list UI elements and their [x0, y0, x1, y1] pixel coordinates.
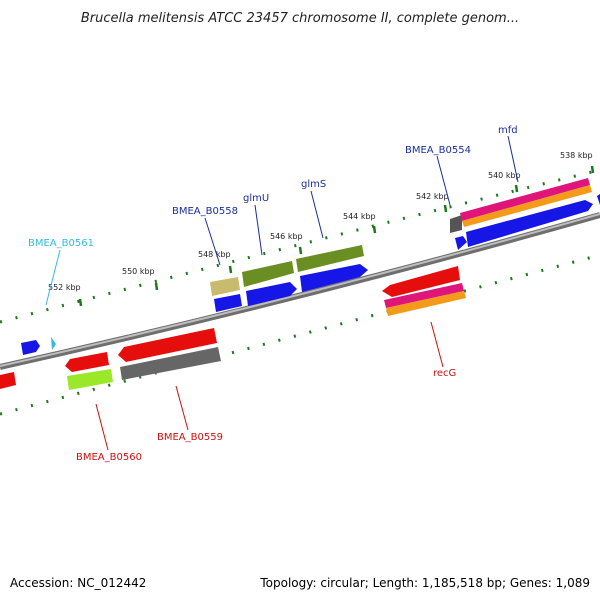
gene-label-connector — [95, 403, 109, 451]
gene-glmU-olive-arrow[interactable] — [242, 261, 294, 287]
gene-blue-right-edge-arrow[interactable] — [597, 194, 600, 205]
gene-label[interactable]: glmU — [243, 193, 269, 204]
gene-red-left-edge-arrow[interactable] — [0, 372, 16, 389]
gene-label-connector — [430, 321, 444, 368]
gene-label[interactable]: glmS — [301, 179, 326, 190]
tick-mark — [514, 184, 519, 193]
gene-label-connector — [45, 249, 61, 306]
gene-label-connector — [436, 155, 451, 206]
gene-label[interactable]: recG — [433, 368, 456, 379]
gene-label-connector — [175, 385, 189, 431]
gene-BMEA_B0560-green-arrow[interactable] — [67, 369, 113, 390]
gene-label-connector — [204, 217, 221, 266]
tick-label: 538 kbp — [560, 151, 593, 160]
gene-mfd-pink-arrow[interactable] — [460, 178, 590, 221]
inner-tick-track — [0, 253, 600, 416]
gene-mfd-orange-arrow[interactable] — [462, 185, 592, 227]
gene-BMEA_B0561-cyan-marker[interactable] — [51, 337, 56, 350]
topology-summary-text: Topology: circular; Length: 1,185,518 bp… — [260, 576, 590, 590]
tick-label: 540 kbp — [488, 171, 521, 180]
gene-BMEA_B0560-red-arrow[interactable] — [65, 352, 109, 372]
gene-recG-orange-arrow[interactable] — [386, 291, 466, 316]
tick-label: 544 kbp — [343, 212, 376, 221]
tick-label: 546 kbp — [270, 232, 303, 241]
tick-mark — [298, 246, 303, 255]
gene-BMEA_B0558-blue-arrow[interactable] — [214, 294, 242, 312]
tick-label: 552 kbp — [48, 283, 81, 292]
gene-labels: BMEA_B0554 mfd BMEA_B0558 glmU glmS BMEA_B056… — [28, 125, 519, 463]
chromosome-backbone-highlight — [0, 213, 600, 367]
gene-label[interactable]: BMEA_B0554 — [405, 145, 471, 156]
gene-label-connector — [254, 204, 263, 256]
gene-glmS-blue-arrow[interactable] — [300, 264, 368, 292]
tick-mark — [78, 298, 83, 307]
gene-label-connector — [310, 190, 324, 239]
tick-mark — [590, 165, 595, 174]
tick-labels: 538 kbp 540 kbp 542 kbp 544 kbp 546 kbp 548 k… — [48, 151, 595, 307]
gene-BMEA_B0554-arrow[interactable] — [450, 215, 462, 233]
gene-blue-small-right[interactable] — [455, 236, 467, 250]
accession-text: Accession: NC_012442 — [10, 576, 147, 590]
gene-blue-arrow-right[interactable] — [466, 200, 593, 247]
gene-BMEA_B0558-tan-arrow[interactable] — [210, 277, 240, 296]
tick-label: 548 kbp — [198, 250, 231, 259]
tick-mark — [443, 204, 448, 213]
gene-recG-red-arrow[interactable] — [382, 266, 460, 297]
tick-mark — [372, 225, 377, 234]
gene-label[interactable]: BMEA_B0559 — [157, 432, 223, 443]
gene-BMEA_B0559-red-arrow[interactable] — [118, 328, 217, 362]
tick-label: 550 kbp — [122, 267, 155, 276]
tick-label: 542 kbp — [416, 192, 449, 201]
gene-recG-pink-arrow[interactable] — [384, 283, 464, 308]
tick-mark — [228, 265, 233, 274]
gene-label[interactable]: BMEA_B0560 — [76, 452, 142, 463]
gene-BMEA_B0559-gray-arrow[interactable] — [120, 347, 221, 380]
gene-label[interactable]: BMEA_B0561 — [28, 238, 94, 249]
gene-label[interactable]: mfd — [498, 125, 518, 136]
gene-label-connector — [507, 135, 519, 183]
gene-glmU-blue-arrow[interactable] — [246, 282, 297, 306]
map-title: Brucella melitensis ATCC 23457 chromosom… — [81, 11, 519, 26]
gene-label[interactable]: BMEA_B0558 — [172, 206, 238, 217]
gene-BMEA_B0561-blue-arrow[interactable] — [21, 340, 40, 355]
tick-mark — [154, 282, 159, 291]
gene-glmS-olive-arrow[interactable] — [296, 245, 364, 272]
